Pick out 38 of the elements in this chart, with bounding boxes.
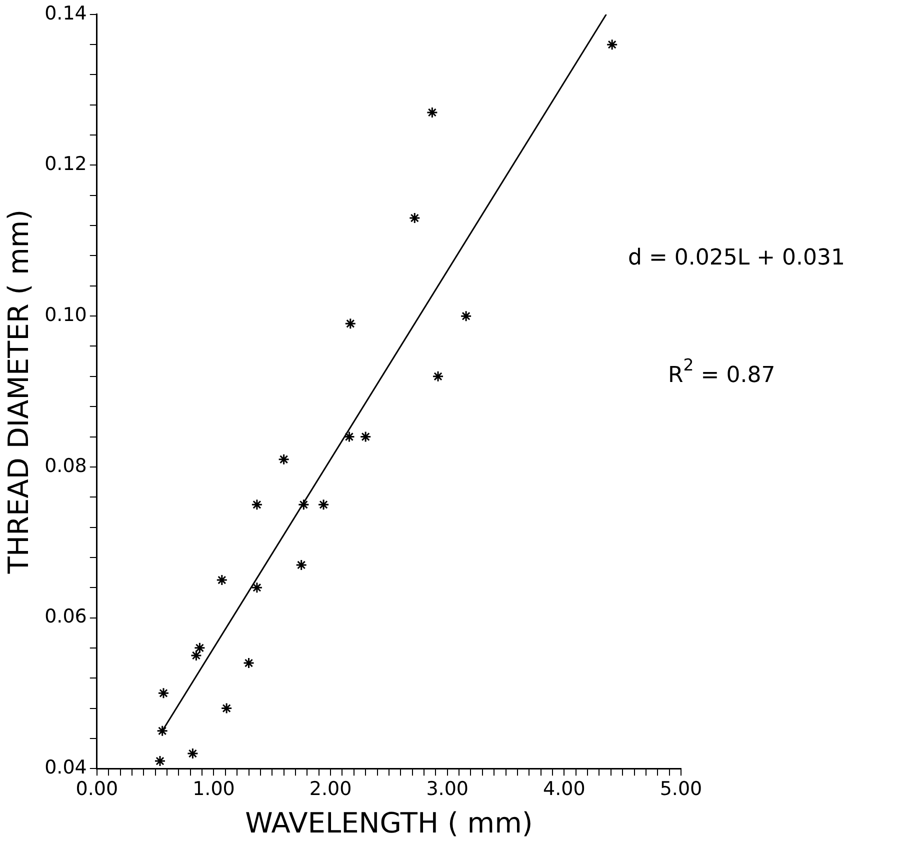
point	[186, 748, 198, 760]
point	[343, 431, 355, 442]
y-tick-label: 0.14	[44, 2, 87, 24]
point	[154, 755, 166, 767]
point	[296, 559, 308, 571]
y-tick-label: 0.04	[44, 756, 87, 779]
y-axis-title: THREAD DIAMETER ( mm)	[2, 209, 36, 575]
y-tick-label: 0.10	[44, 304, 87, 326]
point	[278, 454, 290, 466]
point	[408, 212, 420, 224]
point	[190, 650, 202, 662]
annotation: d = 0.025L + 0.031	[628, 246, 846, 271]
y-tick-label: 0.12	[44, 153, 87, 176]
point	[298, 498, 310, 510]
x-tick-label: 5.00	[660, 778, 702, 800]
x-tick-label: 0.00	[76, 778, 118, 800]
point	[220, 702, 232, 714]
x-tick-label: 1.00	[192, 778, 235, 800]
y-tick-label: 0.06	[44, 606, 87, 628]
point	[251, 498, 263, 510]
x-tick-label: 4.00	[543, 778, 586, 800]
point	[318, 498, 330, 510]
point	[251, 582, 263, 594]
x-axis-title: WAVELENGTH ( mm)	[245, 806, 533, 840]
y-tick-label: 0.08	[44, 454, 87, 477]
point	[344, 318, 356, 330]
point	[156, 725, 168, 737]
point	[243, 657, 255, 669]
point	[426, 106, 438, 118]
point	[432, 370, 444, 382]
x-tick-label: 2.00	[309, 778, 352, 800]
point	[216, 574, 228, 586]
point	[158, 687, 170, 699]
point	[606, 38, 618, 50]
point	[360, 431, 372, 442]
point	[194, 642, 206, 654]
point	[460, 310, 472, 322]
x-tick-label: 3.00	[426, 778, 469, 800]
